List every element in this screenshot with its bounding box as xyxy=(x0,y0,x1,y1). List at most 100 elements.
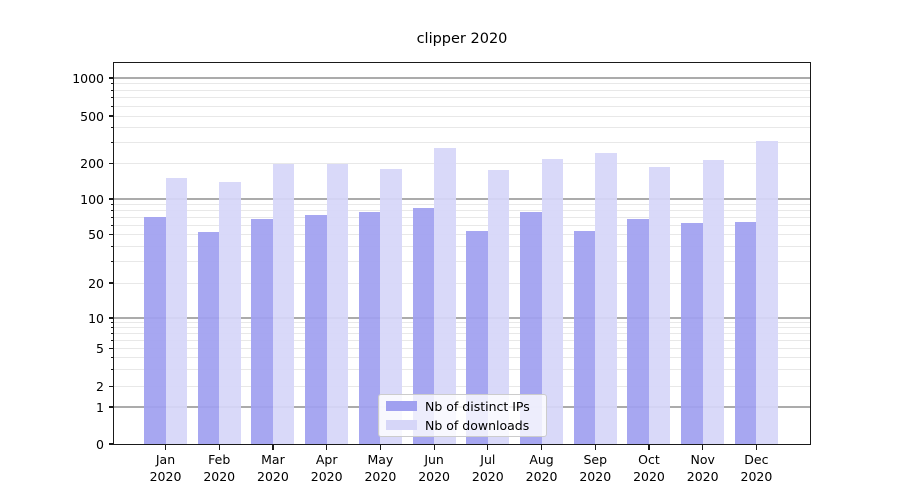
y-minor-tick-mark-60 xyxy=(110,224,113,226)
y-minor-tick-mark-600 xyxy=(110,105,113,107)
legend-label-downloads: Nb of downloads xyxy=(425,417,530,433)
bar-downloads-dec xyxy=(756,140,778,444)
y-tick-mark-50 xyxy=(108,233,113,236)
bar-distinct-ips-feb xyxy=(197,232,220,444)
y-tick-mark-20 xyxy=(108,282,113,284)
y-tick-label-0: 0 xyxy=(96,436,104,452)
y-tick-mark-5 xyxy=(108,347,113,350)
y-tick-label-200: 200 xyxy=(80,156,104,171)
y-minor-tick-mark-4 xyxy=(110,357,113,359)
gridline-major-100 xyxy=(113,198,811,200)
x-tick-mark-feb xyxy=(218,445,220,450)
y-minor-tick-mark-800 xyxy=(110,89,113,91)
bar-downloads-mar xyxy=(272,164,295,444)
chart-title: clipper 2020 xyxy=(416,31,508,47)
x-tick-label-nov: Nov 2020 xyxy=(686,452,719,484)
x-tick-mark-sep xyxy=(594,445,596,450)
bar-distinct-ips-mar xyxy=(251,218,273,444)
gridline-minor-200 xyxy=(113,163,811,164)
x-tick-label-sep: Sep 2020 xyxy=(579,452,612,484)
x-tick-label-jul: Jul 2020 xyxy=(471,452,504,484)
x-tick-mark-nov xyxy=(702,445,704,450)
gridline-minor-900 xyxy=(113,83,811,85)
bar-distinct-ips-sep xyxy=(573,230,596,444)
bar-downloads-aug xyxy=(541,159,564,444)
y-minor-tick-mark-6 xyxy=(110,340,113,341)
bar-downloads-feb xyxy=(219,182,241,444)
gridline-minor-5 xyxy=(113,348,811,349)
y-minor-tick-mark-40 xyxy=(110,245,113,247)
y-tick-mark-200 xyxy=(108,162,113,165)
y-minor-tick-mark-7 xyxy=(110,333,113,335)
legend-swatch-distinct-ips xyxy=(386,400,417,412)
y-tick-mark-0 xyxy=(108,443,113,445)
gridline-minor-20 xyxy=(113,282,811,284)
y-tick-label-50: 50 xyxy=(88,227,104,242)
gridline-minor-80 xyxy=(113,209,811,211)
y-minor-tick-mark-8 xyxy=(110,327,113,329)
gridline-minor-4 xyxy=(113,357,811,359)
y-tick-label-20: 20 xyxy=(88,275,104,291)
bar-downloads-jan xyxy=(165,178,187,444)
bar-downloads-jun xyxy=(434,147,456,444)
bar-downloads-apr xyxy=(326,164,349,444)
gridline-minor-300 xyxy=(113,141,811,143)
y-minor-tick-mark-70 xyxy=(110,216,113,218)
x-tick-label-mar: Mar 2020 xyxy=(257,452,289,484)
legend: Nb of distinct IPs Nb of downloads xyxy=(378,394,547,437)
gridline-minor-30 xyxy=(113,261,811,263)
gridline-minor-50 xyxy=(113,234,811,235)
y-minor-tick-mark-90 xyxy=(110,203,113,205)
y-minor-tick-mark-9 xyxy=(110,322,113,324)
y-minor-tick-mark-3 xyxy=(110,369,113,371)
x-tick-mark-jun xyxy=(433,445,435,450)
gridline-major-1000 xyxy=(113,77,811,79)
bar-distinct-ips-aug xyxy=(520,212,542,444)
x-tick-mark-aug xyxy=(540,445,543,450)
x-tick-mark-dec xyxy=(755,445,757,450)
x-tick-label-dec: Dec 2020 xyxy=(740,452,773,484)
y-tick-label-10: 10 xyxy=(88,310,104,326)
gridline-minor-800 xyxy=(113,89,811,91)
y-minor-tick-mark-80 xyxy=(110,210,113,211)
gridline-major-10 xyxy=(113,317,811,319)
x-tick-label-jun: Jun 2020 xyxy=(418,452,450,484)
gridline-minor-60 xyxy=(113,224,811,226)
gridline-minor-3 xyxy=(113,369,811,371)
y-tick-label-1: 1 xyxy=(96,399,104,415)
gridline-minor-2 xyxy=(113,386,811,387)
bar-distinct-ips-nov xyxy=(681,222,703,444)
bar-distinct-ips-oct xyxy=(627,218,649,444)
x-tick-label-oct: Oct 2020 xyxy=(633,452,665,484)
y-tick-mark-100 xyxy=(108,198,113,200)
bars xyxy=(113,62,811,445)
y-tick-label-1000: 1000 xyxy=(72,70,104,86)
x-tick-mark-mar xyxy=(272,445,274,450)
gridline-minor-8 xyxy=(113,327,811,329)
gridline-minor-9 xyxy=(113,322,811,324)
y-tick-label-100: 100 xyxy=(80,191,104,207)
gridline-minor-70 xyxy=(113,216,811,218)
x-tick-label-apr: Apr 2020 xyxy=(310,452,343,484)
gridline-minor-600 xyxy=(113,105,811,107)
y-tick-label-5: 5 xyxy=(96,341,104,356)
y-tick-mark-10 xyxy=(108,317,113,319)
gridline-minor-700 xyxy=(113,97,811,99)
y-tick-mark-500 xyxy=(108,115,113,117)
gridline-minor-7 xyxy=(113,333,811,335)
legend-entry-distinct-ips: Nb of distinct IPs xyxy=(386,399,539,414)
y-tick-label-2: 2 xyxy=(96,379,104,394)
x-tick-mark-oct xyxy=(648,445,650,450)
gridline-minor-90 xyxy=(113,203,811,205)
x-tick-mark-may xyxy=(379,445,381,450)
y-minor-tick-mark-300 xyxy=(110,142,113,143)
bar-downloads-oct xyxy=(648,166,671,444)
bar-distinct-ips-jun xyxy=(412,207,435,444)
gridline-minor-6 xyxy=(113,339,811,341)
x-tick-mark-jan xyxy=(164,445,167,450)
y-minor-tick-mark-900 xyxy=(110,83,113,85)
bar-downloads-sep xyxy=(595,153,617,444)
x-tick-mark-jul xyxy=(487,445,489,450)
bar-distinct-ips-apr xyxy=(305,215,327,444)
y-tick-mark-1000 xyxy=(108,77,113,79)
